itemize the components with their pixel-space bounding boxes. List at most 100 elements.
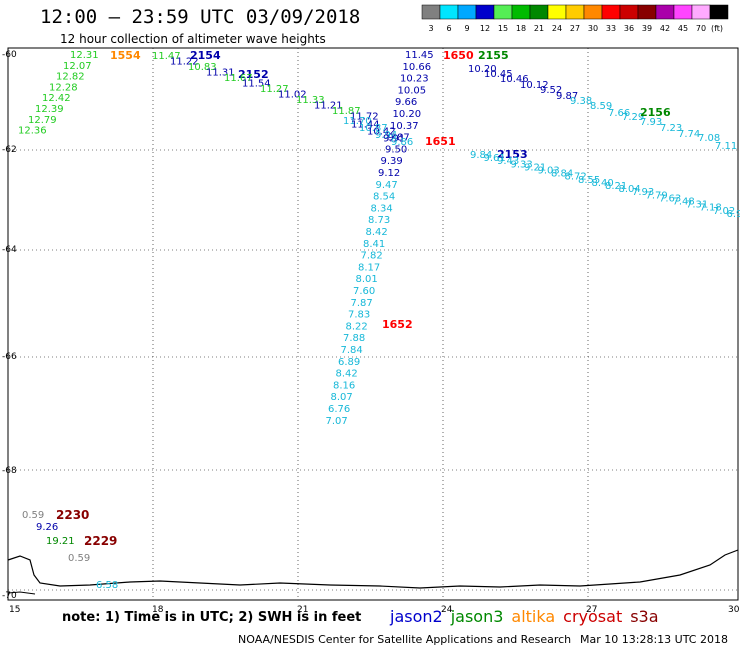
colorbar: 3 6 9 12 15 18 21 24 27 30 33 36 39 42 45 70 (ft) [421,4,729,33]
wave-height-label: 6.58 [96,580,118,591]
mission-legend-entry: altika [511,607,556,626]
colorbar-tick-label: 36 [624,24,634,33]
wave-height-label: 6.89 [338,357,360,368]
wave-height-label: 9.03 [538,166,560,177]
wave-height-label: 11.54 [242,79,271,90]
wave-height-label: 9.21 [524,162,546,173]
wave-height-label: 10.87 [359,123,388,134]
wave-height-label: 9.61 [484,153,506,164]
mission-legend-entry: jason3 [450,607,504,626]
coastline-west [7,591,36,595]
latitude-tick-label: -66 [2,352,17,362]
colorbar-tick-label: 21 [534,24,544,33]
wave-height-label: 0.59 [22,510,44,521]
colorbar-swatch [529,4,549,20]
colorbar-tick-label: 70 [696,24,706,33]
pass-time-label: 1651 [425,135,456,148]
wave-height-label: 7.18 [700,203,722,214]
pass-time-label: 2229 [84,534,117,548]
wave-height-label: 12.36 [18,126,47,137]
wave-height-label: 10.42 [367,127,396,138]
wave-height-label: 10.23 [400,74,429,85]
mission-legend-entry: s3a [630,607,659,626]
wave-height-label: 9.38 [570,96,592,107]
wave-height-label: 7.79 [646,190,668,201]
footnote: note: 1) Time is in UTC; 2) SWH is in fe… [62,610,362,625]
latitude-labels: -60 -62 -64 -66 -68 -70 [2,50,17,601]
colorbar-swatch [493,4,513,20]
wave-height-label: 9.12 [378,168,400,179]
colorbar-swatch [709,4,729,20]
wave-height-label: 9.86 [391,137,413,148]
wave-height-label: 9.26 [36,522,58,533]
wave-height-label: 7.66 [608,108,630,119]
plot-frame [7,47,739,601]
wave-height-label: 12.82 [56,72,85,83]
longitude-tick-label: 15 [9,605,20,615]
colorbar-tick-label: 9 [464,24,469,33]
colorbar-swatch [619,4,639,20]
pass-time-label: 2230 [56,508,89,522]
wave-height-label: 9.47 [376,180,398,191]
wave-height-label: 11.67 [224,73,253,84]
wave-height-label: 8.59 [590,101,612,112]
wave-height-label: 11.31 [206,68,235,79]
wave-height-label: 8.17 [358,262,380,273]
wave-height-label: 11.33 [296,95,325,106]
longitude-tick-label: 21 [297,605,308,615]
wave-height-label: 9.91 [383,134,405,145]
latitude-tick-label: -62 [2,145,17,155]
wave-height-label: 9.43 [497,156,519,167]
wave-height-label: 11.02 [278,90,307,101]
colorbar-swatch [511,4,531,20]
wave-height-label: 9.87 [556,91,578,102]
wave-height-label: 9.39 [381,156,403,167]
wave-height-label: 7.63 [659,193,681,204]
wave-height-label: 7.82 [361,251,383,262]
wave-height-label: 10.20 [468,64,497,75]
mission-legend-entry: cryosat [563,607,623,626]
wave-height-label: 7.87 [351,298,373,309]
wave-height-label: 6.94 [727,209,740,220]
pass-time-label: 2156 [640,106,671,119]
wave-height-label: 11.45 [405,50,434,61]
wave-height-label: 11.47 [152,51,181,62]
wave-height-label: 10.12 [520,80,549,91]
wave-height-label: 7.11 [715,141,737,152]
colorbar-swatch [565,4,585,20]
wave-height-label: 7.93 [640,117,662,128]
colorbar-tick-label: 42 [660,24,670,33]
wave-height-label: 9.84 [470,150,492,161]
colorbar-tick-label: 24 [552,24,562,33]
wave-height-label: 10.83 [188,62,217,73]
map-subtitle: 12 hour collection of altimeter wave hei… [60,32,326,46]
colorbar-tick-label: 18 [516,24,526,33]
wave-height-label: 7.88 [343,333,365,344]
colorbar-swatch [601,4,621,20]
wave-height-label: 12.07 [63,61,92,72]
mission-legend: jason2 jason3 altika cryosat s3a [390,607,667,626]
pass-time-label: 2152 [238,68,269,81]
wave-height-label: 9.87 [388,133,410,144]
wave-height-label: 8.42 [336,369,358,380]
colorbar-tick-label: (ft) [711,24,723,33]
wave-height-label: 7.02 [713,206,735,217]
colorbar-tick-label: 27 [570,24,580,33]
pass-time-label: 2153 [497,148,528,161]
wave-height-label: 11.22 [170,57,199,68]
colorbar-tick-label: 33 [606,24,616,33]
wave-height-label: 7.29 [622,112,644,123]
wave-height-label: 11.87 [332,106,361,117]
wave-height-label: 7.83 [348,310,370,321]
wave-height-label: 8.34 [371,203,393,214]
generated-timestamp: Mar 10 13:28:13 UTC 2018 [580,633,728,646]
wave-height-label: 8.22 [346,321,368,332]
wave-height-label: 7.08 [698,133,720,144]
colorbar-tick-label: 45 [678,24,688,33]
wave-height-label: 8.54 [373,192,395,203]
wave-height-label: 9.33 [511,159,533,170]
longitude-tick-label: 18 [152,605,164,615]
wave-height-label: 12.28 [49,82,78,93]
longitude-tick-label: 27 [586,605,597,615]
colorbar-swatch [655,4,675,20]
